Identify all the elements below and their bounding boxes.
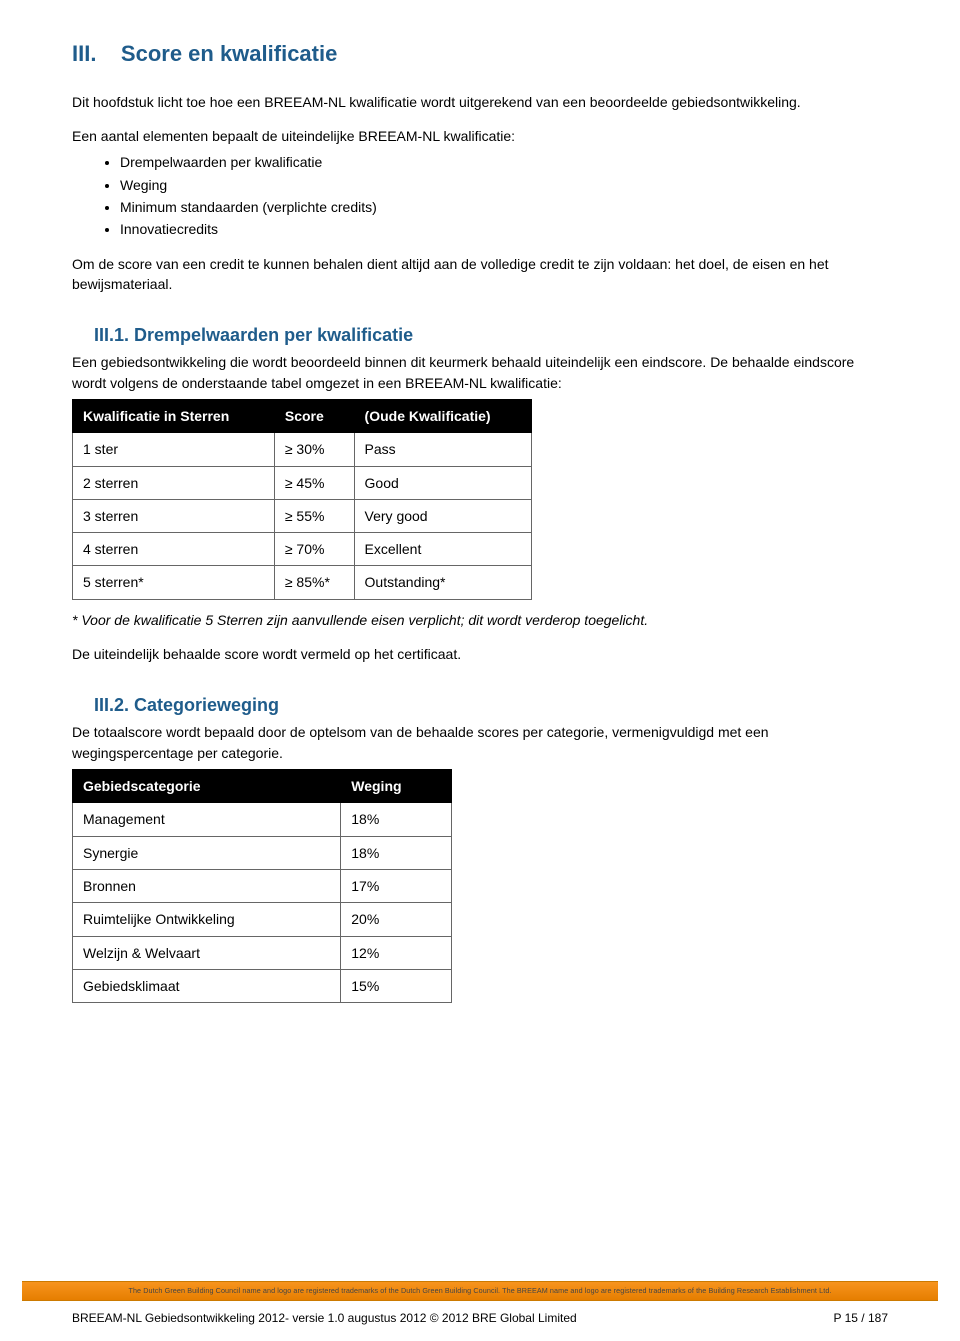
table-cell: ≥ 70% (274, 533, 354, 566)
table-cell: ≥ 45% (274, 466, 354, 499)
table-cell: 5 sterren* (73, 566, 275, 599)
table-row: 2 sterren ≥ 45% Good (73, 466, 532, 499)
qualification-table: Kwalificatie in Sterren Score (Oude Kwal… (72, 399, 532, 600)
heading-title: Score en kwalificatie (121, 41, 337, 66)
section-2-para: De totaalscore wordt bepaald door de opt… (72, 722, 888, 763)
table-cell: 3 sterren (73, 499, 275, 532)
table-cell: Excellent (354, 533, 531, 566)
elements-lead: Een aantal elementen bepaalt de uiteinde… (72, 126, 888, 146)
table-row: 5 sterren* ≥ 85%* Outstanding* (73, 566, 532, 599)
table-cell: Ruimtelijke Ontwikkeling (73, 903, 341, 936)
section-1-para: Een gebiedsontwikkeling die wordt beoord… (72, 352, 888, 393)
table-cell: ≥ 30% (274, 433, 354, 466)
table-header: Gebiedscategorie (73, 770, 341, 803)
list-item: Innovatiecredits (120, 219, 888, 239)
table-header: Score (274, 399, 354, 432)
table-cell: Bronnen (73, 869, 341, 902)
footer-line: BREEAM-NL Gebiedsontwikkeling 2012- vers… (72, 1310, 888, 1327)
list-item: Weging (120, 175, 888, 195)
section-1-heading: III.1. Drempelwaarden per kwalificatie (94, 322, 888, 348)
table-cell: 15% (341, 969, 452, 1002)
page-container: III. Score en kwalificatie Dit hoofdstuk… (0, 0, 960, 1341)
table-row: Bronnen 17% (73, 869, 452, 902)
table-cell: ≥ 55% (274, 499, 354, 532)
table-row: Welzijn & Welvaart 12% (73, 936, 452, 969)
heading-prefix: III. (72, 41, 96, 66)
category-weight-table: Gebiedscategorie Weging Management 18% S… (72, 769, 452, 1003)
table-cell: Welzijn & Welvaart (73, 936, 341, 969)
qualification-footnote: * Voor de kwalificatie 5 Sterren zijn aa… (72, 610, 888, 630)
footer-left: BREEAM-NL Gebiedsontwikkeling 2012- vers… (72, 1310, 577, 1327)
footer-trademark-bar: The Dutch Green Building Council name an… (22, 1281, 938, 1301)
table-cell: 12% (341, 936, 452, 969)
table-cell: 2 sterren (73, 466, 275, 499)
table-row: Synergie 18% (73, 836, 452, 869)
table-cell: Pass (354, 433, 531, 466)
table-cell: ≥ 85%* (274, 566, 354, 599)
table-header: Weging (341, 770, 452, 803)
table-row: Ruimtelijke Ontwikkeling 20% (73, 903, 452, 936)
elements-tail: Om de score van een credit te kunnen beh… (72, 254, 888, 295)
table-cell: Gebiedsklimaat (73, 969, 341, 1002)
section-2-heading: III.2. Categorieweging (94, 692, 888, 718)
table-cell: 4 sterren (73, 533, 275, 566)
table-row: Management 18% (73, 803, 452, 836)
table-cell: 17% (341, 869, 452, 902)
table-cell: 1 ster (73, 433, 275, 466)
table-cell: 18% (341, 836, 452, 869)
table-header: (Oude Kwalificatie) (354, 399, 531, 432)
table-row: Gebiedsklimaat 15% (73, 969, 452, 1002)
elements-bullet-list: Drempelwaarden per kwalificatie Weging M… (72, 152, 888, 239)
table-cell: Very good (354, 499, 531, 532)
table-cell: Outstanding* (354, 566, 531, 599)
table-cell: Synergie (73, 836, 341, 869)
intro-paragraph: Dit hoofdstuk licht toe hoe een BREEAM-N… (72, 92, 888, 112)
table-header: Kwalificatie in Sterren (73, 399, 275, 432)
table-cell: Good (354, 466, 531, 499)
footer-trademark-text: The Dutch Green Building Council name an… (128, 1286, 831, 1296)
table-cell: 20% (341, 903, 452, 936)
list-item: Drempelwaarden per kwalificatie (120, 152, 888, 172)
table-row: 4 sterren ≥ 70% Excellent (73, 533, 532, 566)
table-cell: 18% (341, 803, 452, 836)
main-heading: III. Score en kwalificatie (72, 38, 888, 70)
footer-right: P 15 / 187 (834, 1310, 889, 1327)
list-item: Minimum standaarden (verplichte credits) (120, 197, 888, 217)
table-row: 1 ster ≥ 30% Pass (73, 433, 532, 466)
qualification-tail: De uiteindelijk behaalde score wordt ver… (72, 644, 888, 664)
table-cell: Management (73, 803, 341, 836)
table-row: 3 sterren ≥ 55% Very good (73, 499, 532, 532)
